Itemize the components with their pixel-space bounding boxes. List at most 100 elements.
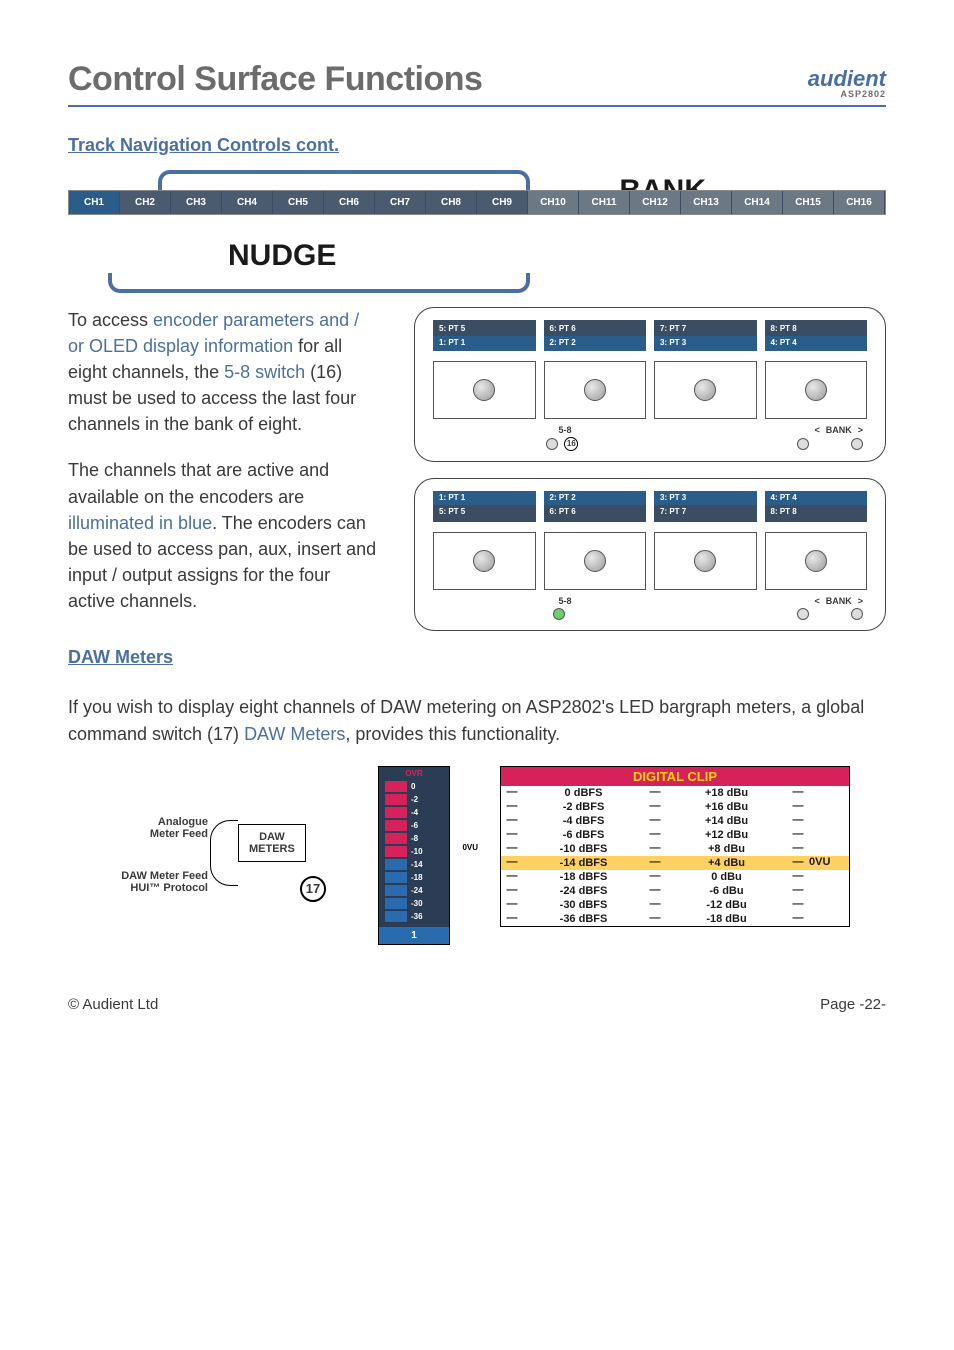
meter-segment: -4 (379, 806, 449, 819)
channel-cell: CH6 (324, 191, 375, 214)
knob-box (765, 532, 868, 590)
bank-next[interactable]: > (858, 596, 863, 606)
oled-display: 1: PT 15: PT 5 (433, 491, 536, 522)
channel-cell: CH4 (222, 191, 273, 214)
channel-cell: CH9 (477, 191, 528, 214)
bank-curve-icon (158, 170, 530, 190)
knob-box (544, 532, 647, 590)
table-row: —-6 dBFS—+12 dBu— (501, 828, 849, 842)
meter-segment: -30 (379, 897, 449, 910)
meter-segment: -2 (379, 793, 449, 806)
channel-cell: CH16 (834, 191, 885, 214)
nudge-label: NUDGE (228, 239, 886, 273)
oled-display: 8: PT 84: PT 4 (765, 320, 868, 351)
rotary-knob[interactable] (694, 379, 716, 401)
led-5-8 (553, 608, 565, 620)
rotary-knob[interactable] (584, 379, 606, 401)
meter-segment: -14 (379, 858, 449, 871)
body-text-col: To access encoder parameters and / or OL… (68, 307, 378, 647)
ref-16-icon: 16 (564, 437, 578, 451)
btn-5-8[interactable]: 5-8 (558, 596, 571, 606)
brand-logo: audient ASP2802 (808, 68, 886, 99)
knob-box (654, 361, 757, 419)
ovu-marker: 0VU (462, 843, 478, 852)
meter-segment: -10 (379, 845, 449, 858)
channel-cell: CH8 (426, 191, 477, 214)
led-bank-prev (797, 608, 809, 620)
encoder-panel-a: 5: PT 51: PT 16: PT 62: PT 27: PT 73: PT… (414, 307, 886, 462)
rotary-knob[interactable] (694, 550, 716, 572)
oled-display: 5: PT 51: PT 1 (433, 320, 536, 351)
led-bank-next (851, 608, 863, 620)
channel-cell: CH7 (375, 191, 426, 214)
daw-meters-button[interactable]: DAWMETERS (238, 824, 306, 862)
channel-cell: CH14 (732, 191, 783, 214)
channel-strip-wrap: BANK CH1CH2CH3CH4CH5CH6CH7CH8CH9CH10CH11… (68, 190, 886, 273)
btn-5-8[interactable]: 5-8 (558, 425, 571, 435)
led-bargraph: OVR0-2-4-6-8-10-14-18-24-30-361 0VU (378, 766, 450, 945)
table-row: —-2 dBFS—+16 dBu— (501, 800, 849, 814)
led-5-8 (546, 438, 558, 450)
paragraph: To access encoder parameters and / or OL… (68, 307, 378, 437)
oled-display: 2: PT 26: PT 6 (544, 491, 647, 522)
page-number: Page -22- (820, 996, 886, 1013)
nudge-curve-icon (108, 273, 530, 293)
section-track-nav: Track Navigation Controls cont. (68, 135, 886, 156)
channel-cell: CH10 (528, 191, 579, 214)
rotary-knob[interactable] (584, 550, 606, 572)
copyright: © Audient Ltd (68, 996, 158, 1013)
table-row: —-24 dBFS—-6 dBu— (501, 884, 849, 898)
daw-meters-diagram: AnalogueMeter Feed DAW Meter FeedHUI™ Pr… (68, 766, 368, 956)
channel-strip: CH1CH2CH3CH4CH5CH6CH7CH8CH9CH10CH11CH12C… (68, 190, 886, 215)
bank-nav: < BANK > (814, 425, 863, 435)
paragraph: If you wish to display eight channels of… (68, 694, 886, 748)
paragraph: The channels that are active and availab… (68, 457, 378, 614)
table-row: —-10 dBFS—+8 dBu— (501, 842, 849, 856)
table-row: —-30 dBFS—-12 dBu— (501, 898, 849, 912)
rotary-knob[interactable] (805, 379, 827, 401)
page-title: Control Surface Functions (68, 60, 482, 99)
rotary-knob[interactable] (805, 550, 827, 572)
oled-display: 3: PT 37: PT 7 (654, 491, 757, 522)
meter-segment: -24 (379, 884, 449, 897)
led-bank-next (851, 438, 863, 450)
bank-prev[interactable]: < (814, 596, 819, 606)
channel-cell: CH13 (681, 191, 732, 214)
rotary-knob[interactable] (473, 550, 495, 572)
knob-box (765, 361, 868, 419)
bank-nav: < BANK > (814, 596, 863, 606)
meter-segment: -18 (379, 871, 449, 884)
channel-cell: CH1 (69, 191, 120, 214)
knob-box (544, 361, 647, 419)
page-header: Control Surface Functions audient ASP280… (68, 60, 886, 107)
meter-segment: -36 (379, 910, 449, 923)
channel-cell: CH5 (273, 191, 324, 214)
page-footer: © Audient Ltd Page -22- (68, 996, 886, 1013)
meter-channel-num: 1 (379, 927, 449, 944)
led-bank-prev (797, 438, 809, 450)
knob-box (433, 532, 536, 590)
section-daw-meters: DAW Meters (68, 647, 886, 668)
rotary-knob[interactable] (473, 379, 495, 401)
knob-row (433, 532, 867, 590)
table-row: —-4 dBFS—+14 dBu— (501, 814, 849, 828)
meter-segment: -6 (379, 819, 449, 832)
table-header: DIGITAL CLIP (501, 767, 849, 786)
table-row: —0 dBFS—+18 dBu— (501, 786, 849, 800)
channel-cell: CH2 (120, 191, 171, 214)
ref-17-icon: 17 (300, 876, 326, 902)
knob-box (654, 532, 757, 590)
oled-display: 7: PT 73: PT 3 (654, 320, 757, 351)
channel-cell: CH11 (579, 191, 630, 214)
knob-box (433, 361, 536, 419)
meter-segment: -8 (379, 832, 449, 845)
oled-display: 4: PT 48: PT 8 (765, 491, 868, 522)
table-row: —-18 dBFS—0 dBu— (501, 870, 849, 884)
channel-cell: CH15 (783, 191, 834, 214)
digital-clip-table: DIGITAL CLIP —0 dBFS—+18 dBu——-2 dBFS—+1… (500, 766, 850, 927)
bank-prev[interactable]: < (814, 425, 819, 435)
encoder-panel-b: 1: PT 15: PT 5 2: PT 26: PT 63: PT 37: PT… (414, 478, 886, 631)
knob-row (433, 361, 867, 419)
table-row: —-14 dBFS—+4 dBu—0VU (501, 856, 849, 870)
bank-next[interactable]: > (858, 425, 863, 435)
